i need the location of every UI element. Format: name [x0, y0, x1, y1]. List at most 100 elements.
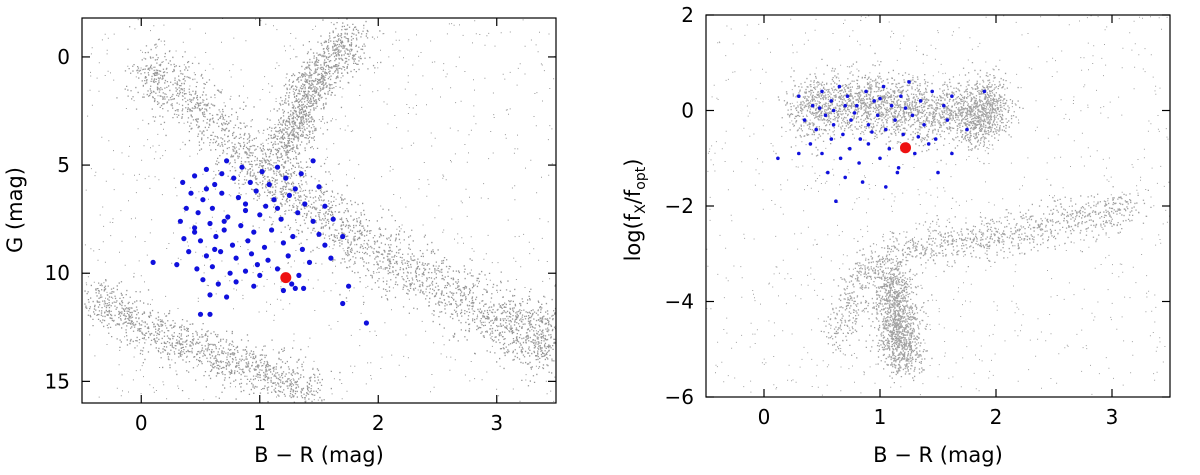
sample-point [235, 194, 241, 201]
sample-point [838, 156, 843, 161]
sample-point [219, 190, 225, 196]
sample-point [843, 175, 847, 180]
sample-point [238, 223, 244, 229]
sample-point [296, 272, 302, 278]
sample-point [893, 118, 897, 122]
sample-point [950, 151, 954, 156]
sample-point [797, 151, 801, 156]
sample-point [263, 203, 269, 209]
sample-point [829, 137, 834, 141]
sample-point [251, 283, 257, 289]
sample-point [224, 158, 230, 164]
sample-point [203, 166, 209, 172]
sample-point [866, 123, 871, 127]
sample-point [292, 186, 298, 192]
sample-point [930, 89, 934, 94]
sample-point [820, 89, 824, 94]
sample-point [231, 175, 237, 181]
y-tick-label: 2 [681, 3, 694, 27]
sample-point [870, 130, 874, 134]
sample-point [916, 135, 921, 139]
x-tick-label: 0 [135, 411, 148, 435]
sample-point [181, 236, 187, 242]
sample-point [221, 227, 227, 233]
sample-point [192, 229, 198, 235]
sample-point [301, 285, 307, 291]
plot-frame [705, 14, 1171, 398]
y-label-part: /f [621, 189, 645, 204]
sample-point [274, 266, 281, 272]
sample-point [227, 270, 233, 276]
sample-point [203, 253, 209, 259]
sample-point [207, 220, 213, 227]
sample-point [257, 212, 263, 218]
sample-point [829, 99, 834, 103]
sample-point [849, 118, 853, 122]
x-tick-label: 1 [253, 411, 266, 435]
sample-point [285, 253, 291, 259]
sample-point [895, 170, 900, 175]
sample-point [245, 238, 251, 244]
sample-point [274, 205, 281, 211]
x-tick-label: 2 [372, 411, 385, 435]
x-axis-label: B − R (mag) [254, 443, 384, 467]
sample-point [845, 94, 850, 98]
sample-point [330, 216, 336, 222]
sample-point [280, 287, 286, 294]
y-axis-label: log(fX/fopt) [621, 159, 649, 262]
y-label-sub: opt [633, 166, 649, 189]
highlight-points [150, 158, 369, 326]
x-tick-label: 3 [490, 411, 503, 435]
sample-point [247, 179, 253, 185]
sample-point [843, 103, 847, 108]
sample-point [200, 277, 206, 283]
sample-point [831, 123, 836, 127]
sample-point [215, 281, 221, 287]
sample-point [242, 268, 249, 274]
sample-point [242, 207, 249, 214]
sample-point [197, 238, 204, 244]
background-point-cloud [706, 15, 1170, 396]
sample-point [257, 272, 263, 278]
y-tick-label: 10 [45, 261, 70, 285]
target-point [900, 142, 911, 154]
sample-point [188, 190, 194, 196]
sample-point [298, 171, 304, 177]
y-tick-label: 15 [45, 369, 70, 393]
sample-point [219, 171, 225, 177]
y-axis-label: G (mag) [3, 167, 27, 253]
sample-point [817, 106, 822, 110]
sample-point [224, 294, 230, 300]
sample-point [942, 103, 946, 108]
sample-point [837, 84, 842, 89]
sample-point [872, 99, 876, 103]
y-tick-label: 0 [57, 45, 70, 69]
sample-point [209, 264, 215, 270]
sample-point [802, 118, 807, 122]
ticks: 0 1 2 3 2 0 −2 −4 −6 [665, 3, 1170, 429]
sample-point [261, 244, 268, 250]
sample-point [283, 175, 289, 181]
y-tick-label: −4 [665, 290, 694, 314]
sample-point [186, 249, 192, 255]
sample-point [881, 84, 886, 89]
sample-point [901, 132, 905, 137]
sample-point [950, 94, 954, 98]
plot-frame [81, 17, 557, 404]
panel-flux-ratio: 0 1 2 3 2 0 −2 −4 −6 B − R (mag) log(fX/fopt) [621, 3, 1171, 467]
sample-point [820, 151, 824, 156]
sample-point [896, 166, 901, 170]
sample-point [209, 205, 215, 211]
x-tick-label: 1 [874, 405, 887, 429]
sample-point [207, 311, 213, 317]
sample-point [322, 203, 328, 209]
sample-point [866, 142, 871, 146]
sample-point [251, 229, 257, 235]
sample-point [887, 146, 892, 151]
sample-point [797, 94, 801, 98]
sample-point [239, 164, 245, 170]
sample-point [218, 249, 224, 255]
sample-point [197, 311, 204, 317]
sample-point [810, 103, 815, 108]
sample-point [278, 216, 284, 222]
